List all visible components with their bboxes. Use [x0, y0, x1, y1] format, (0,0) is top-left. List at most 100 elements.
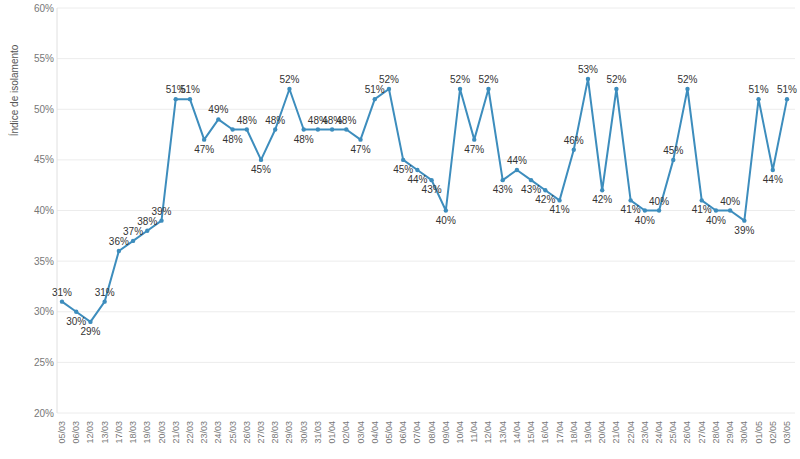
x-tick-label: 17/04	[555, 421, 565, 444]
x-tick-label: 06/04	[398, 421, 408, 444]
data-label: 31%	[95, 287, 115, 298]
point-marker	[486, 87, 490, 91]
point-marker	[444, 208, 448, 212]
data-label: 39%	[734, 225, 754, 236]
point-marker	[600, 188, 604, 192]
x-tick-label: 09/04	[441, 421, 451, 444]
x-tick-label: 19/03	[142, 421, 152, 444]
data-label: 45%	[251, 164, 271, 175]
data-label: 47%	[464, 144, 484, 155]
x-tick-label: 25/03	[228, 421, 238, 444]
x-tick-label: 04/04	[370, 421, 380, 444]
point-marker	[117, 249, 121, 253]
point-marker	[785, 97, 789, 101]
x-tick-label: 18/04	[569, 421, 579, 444]
x-tick-label: 20/04	[597, 421, 607, 444]
x-tick-label: 03/05	[782, 421, 792, 444]
data-label: 51%	[180, 84, 200, 95]
data-label: 52%	[379, 74, 399, 85]
point-marker	[145, 229, 149, 233]
point-marker	[202, 137, 206, 141]
point-marker	[230, 127, 234, 131]
data-label: 52%	[279, 74, 299, 85]
y-axis-title: Índice de isolamento	[8, 44, 20, 136]
x-tick-label: 21/04	[611, 421, 621, 444]
x-tick-label: 23/03	[199, 421, 209, 444]
point-marker	[728, 208, 732, 212]
x-tick-label: 11/04	[469, 421, 479, 443]
y-tick-label: 25%	[34, 357, 54, 368]
x-tick-label: 05/03	[57, 421, 67, 444]
data-label: 43%	[493, 184, 513, 195]
data-label: 41%	[550, 204, 570, 215]
data-label: 37%	[123, 226, 143, 237]
x-tick-label: 15/04	[526, 421, 536, 444]
data-label: 44%	[507, 155, 527, 166]
chart: 20%25%30%35%40%45%50%55%60%Índice de iso…	[0, 0, 800, 459]
data-label: 40%	[706, 215, 726, 226]
x-tick-label: 29/04	[725, 421, 735, 444]
x-tick-label: 26/03	[242, 421, 252, 444]
y-tick-label: 50%	[34, 104, 54, 115]
data-label: 39%	[152, 206, 172, 217]
point-marker	[174, 97, 178, 101]
grid-line	[57, 311, 795, 312]
point-marker	[287, 87, 291, 91]
y-tick-label: 30%	[34, 306, 54, 317]
point-marker	[529, 178, 533, 182]
x-tick-label: 06/03	[71, 421, 81, 444]
point-marker	[316, 127, 320, 131]
point-marker	[330, 127, 334, 131]
data-label: 51%	[749, 84, 769, 95]
x-tick-label: 16/04	[540, 421, 550, 444]
x-tick-label: 27/04	[697, 421, 707, 444]
point-marker	[188, 97, 192, 101]
point-marker	[500, 178, 504, 182]
point-marker	[742, 218, 746, 222]
point-marker	[515, 168, 519, 172]
x-tick-label: 14/04	[512, 421, 522, 444]
data-label: 46%	[564, 135, 584, 146]
y-tick-label: 35%	[34, 256, 54, 267]
point-marker	[387, 87, 391, 91]
data-label: 42%	[592, 194, 612, 205]
x-tick-label: 30/04	[739, 421, 749, 444]
plot-area	[60, 77, 789, 324]
data-label: 40%	[436, 215, 456, 226]
data-label: 45%	[663, 145, 683, 156]
x-tick-label: 10/04	[455, 421, 465, 444]
x-tick-label: 22/03	[185, 421, 195, 444]
data-label: 43%	[422, 184, 442, 195]
data-label: 49%	[208, 104, 228, 115]
point-marker	[586, 77, 590, 81]
x-tick-label: 03/04	[356, 421, 366, 444]
data-label: 48%	[265, 115, 285, 126]
x-tick-label: 29/03	[284, 421, 294, 444]
point-marker	[458, 87, 462, 91]
x-tick-label: 21/03	[171, 421, 181, 444]
point-marker	[344, 127, 348, 131]
point-marker	[643, 208, 647, 212]
y-tick-label: 40%	[34, 205, 54, 216]
point-marker	[429, 178, 433, 182]
point-marker	[102, 299, 106, 303]
line-series	[62, 79, 787, 322]
x-tick-label: 13/03	[100, 421, 110, 444]
point-marker	[259, 158, 263, 162]
point-marker	[245, 127, 249, 131]
x-tick-label: 19/04	[583, 421, 593, 444]
x-tick-label: 26/04	[682, 421, 692, 444]
x-tick-label: 12/04	[483, 421, 493, 444]
x-tick-label: 24/03	[213, 421, 223, 444]
data-label: 47%	[351, 144, 371, 155]
x-tick-label: 01/04	[327, 421, 337, 444]
y-tick-label: 55%	[34, 53, 54, 64]
data-label: 40%	[635, 215, 655, 226]
data-label: 38%	[137, 216, 157, 227]
x-tick-label: 02/04	[341, 421, 351, 444]
x-tick-label: 30/03	[299, 421, 309, 444]
data-label: 52%	[677, 74, 697, 85]
point-marker	[557, 198, 561, 202]
point-marker	[358, 137, 362, 141]
data-label: 51%	[777, 84, 797, 95]
